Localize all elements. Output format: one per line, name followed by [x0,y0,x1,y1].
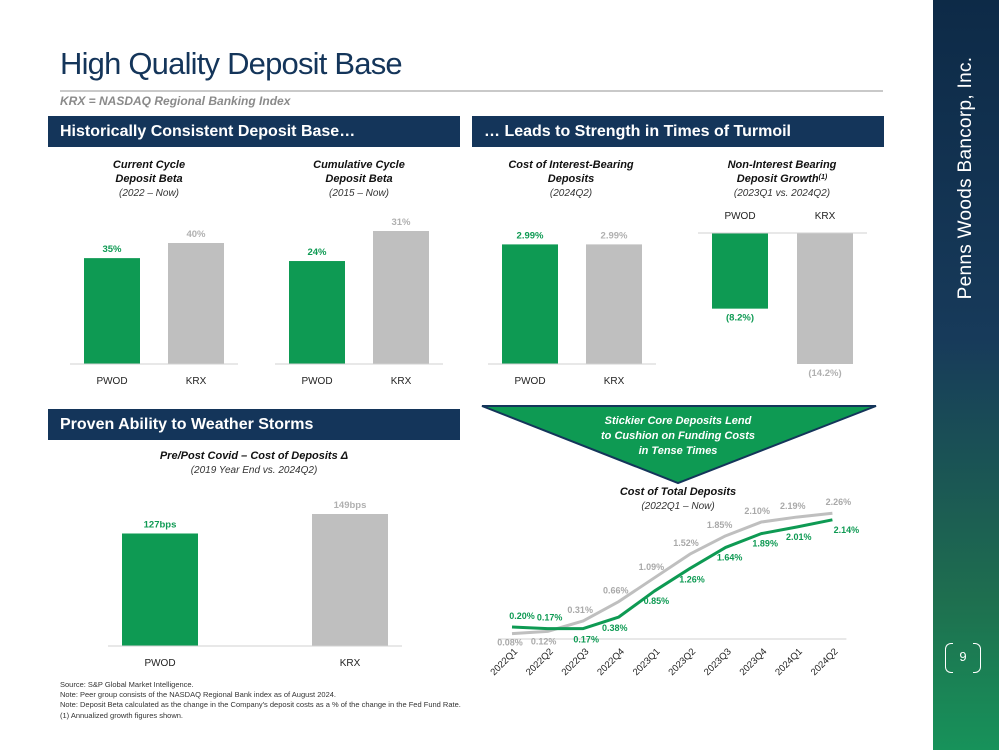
chart1-label-pwod: 35% [102,244,122,255]
chart6-label-krx-2022q2: 0.12% [531,636,557,646]
chart5-bar-pwod [122,533,198,646]
chart2-label-pwod: 24% [307,247,327,258]
page-title: High Quality Deposit Base [60,46,403,81]
title-divider [60,90,883,92]
chart3-bar-krx [586,244,642,364]
chart6-xtick-2022q4: 2022Q4 [595,646,627,678]
callout-triangle [481,405,877,485]
chart2-subtitle: (2015 – Now) [329,188,389,199]
section-header-consistent: Historically Consistent Deposit Base… [48,116,460,147]
chart2-category-krx: KRX [391,376,412,387]
footnote-annualized: (1) Annualized growth figures shown. [60,710,183,720]
chart4-title-line2: Deposit Growth(1) [737,173,828,185]
section-header-storms: Proven Ability to Weather Storms [48,409,460,440]
chart6-line-krx [511,511,833,636]
chart5-category-pwod: PWOD [144,658,175,669]
chart6-label-pwod-2023q1: 0.85% [644,596,670,606]
chart4-label-krx: (14.2%) [808,368,841,379]
chart2-title: Cumulative Cycle [313,159,405,171]
chart2-label-krx: 31% [391,217,411,228]
chart5-title: Pre/Post Covid – Cost of Deposits Δ [160,450,348,462]
chart6-label-krx-2023q1: 1.09% [639,562,665,572]
chart6-label-pwod-2023q4: 1.89% [752,539,778,549]
chart1-bar-pwod [84,258,140,364]
chart3-label-krx: 2.99% [601,230,628,241]
chart4-title: Non-Interest Bearing [728,159,837,171]
chart3-title-line2: Deposits [548,173,594,185]
footnote-source: Source: S&P Global Market Intelligence. [60,680,194,689]
chart6-label-pwod-2023q3: 1.64% [717,552,743,562]
footnote-beta: Note: Deposit Beta calculated as the cha… [60,700,461,710]
chart4-category-krx: KRX [815,211,836,222]
chart4-bar-krx [797,233,853,364]
charts-canvas: Current Cycle Deposit Beta (2022 – Now) 35%… [70,159,877,678]
footnote-peer-group: Note: Peer group consists of the NASDAQ … [60,690,336,700]
chart1-subtitle: (2022 – Now) [119,188,179,199]
chart2-bar-pwod [289,261,345,364]
chart2-category-pwod: PWOD [301,376,332,387]
chart6-xtick-2024q1: 2024Q1 [773,646,805,678]
page-number: 9 [943,641,983,673]
chart3-label-pwod: 2.99% [517,230,544,241]
chart5-category-krx: KRX [340,658,361,669]
chart6-xtick-2022q3: 2022Q3 [560,646,592,678]
chart4-title-footnote-ref: (1) [819,174,828,181]
chart6-xtick-2023q1: 2023Q1 [631,646,663,678]
callout-line-3: in Tense Times [638,445,718,457]
chart6-xtick-2023q2: 2023Q2 [666,646,698,678]
chart6-label-krx-2023q2: 1.52% [673,538,699,548]
chart6-label-krx-2024q2: 2.26% [826,497,852,507]
chart3-bar-pwod [502,244,558,364]
chart6-label-pwod-2022q2: 0.17% [537,613,563,623]
chart4-subtitle: (2023Q1 vs. 2024Q2) [734,188,830,199]
chart6-line-pwod [511,518,833,631]
chart1-bar-krx [168,243,224,364]
chart2-bar-krx [373,231,429,364]
chart6-label-krx-2023q4: 2.10% [744,506,770,516]
footnotes: Source: S&P Global Market Intelligence. … [60,680,461,721]
chart6-xtick-2023q4: 2023Q4 [738,646,770,678]
chart6-label-pwod-2022q4: 0.38% [602,623,628,633]
chart6-xtick-2022q1: 2022Q1 [488,646,520,678]
chart5-subtitle: (2019 Year End vs. 2024Q2) [191,465,318,476]
page-subtitle: KRX = NASDAQ Regional Banking Index [60,94,291,108]
chart2-title-line2: Deposit Beta [325,173,392,185]
chart1-title: Current Cycle [113,159,185,171]
chart3-title: Cost of Interest-Bearing [508,159,634,171]
chart6-label-pwod-2024q2: 2.14% [834,525,860,535]
chart6-label-krx-2022q4: 0.66% [603,586,629,596]
chart6-label-pwod-2024q1: 2.01% [786,532,812,542]
chart5-label-krx: 149bps [334,500,367,511]
chart1-category-pwod: PWOD [96,376,127,387]
chart6-xtick-2023q3: 2023Q3 [702,646,734,678]
chart1-category-krx: KRX [186,376,207,387]
chart6-label-pwod-2022q1: 0.20% [509,611,535,621]
chart3-category-krx: KRX [604,376,625,387]
chart6-title: Cost of Total Deposits [620,486,736,498]
chart6-xtick-2022q2: 2022Q2 [524,646,556,678]
chart6-label-pwod-2022q3: 0.17% [573,635,599,645]
company-name: Penns Woods Bancorp, Inc. [955,56,976,300]
callout-text: Stickier Core Deposits Lend to Cushion o… [586,414,770,459]
chart3-subtitle: (2024Q2) [550,188,592,199]
chart6-label-pwod-2023q2: 1.26% [679,574,705,584]
chart4-label-pwod: (8.2%) [726,313,754,324]
chart5-bar-krx [312,514,388,646]
chart4-category-pwod: PWOD [724,211,755,222]
chart4-bar-pwod [712,233,768,309]
chart6-label-krx-2024q1: 2.19% [780,501,806,511]
chart3-category-pwod: PWOD [514,376,545,387]
section-header-turmoil: … Leads to Strength in Times of Turmoil [472,116,884,147]
chart1-label-krx: 40% [186,229,206,240]
chart6-label-krx-2022q1: 0.08% [497,638,523,648]
callout-line-1: Stickier Core Deposits Lend [604,415,752,427]
chart5-label-pwod: 127bps [144,519,177,530]
chart6-subtitle: (2022Q1 – Now) [641,501,714,512]
chart6-label-krx-2022q3: 0.31% [567,605,593,615]
chart1-title-line2: Deposit Beta [115,173,182,185]
chart6-label-krx-2023q3: 1.85% [707,520,733,530]
callout-line-2: to Cushion on Funding Costs [601,430,755,442]
sidebar-band: Penns Woods Bancorp, Inc. [933,0,999,750]
chart6-xtick-2024q2: 2024Q2 [809,646,841,678]
